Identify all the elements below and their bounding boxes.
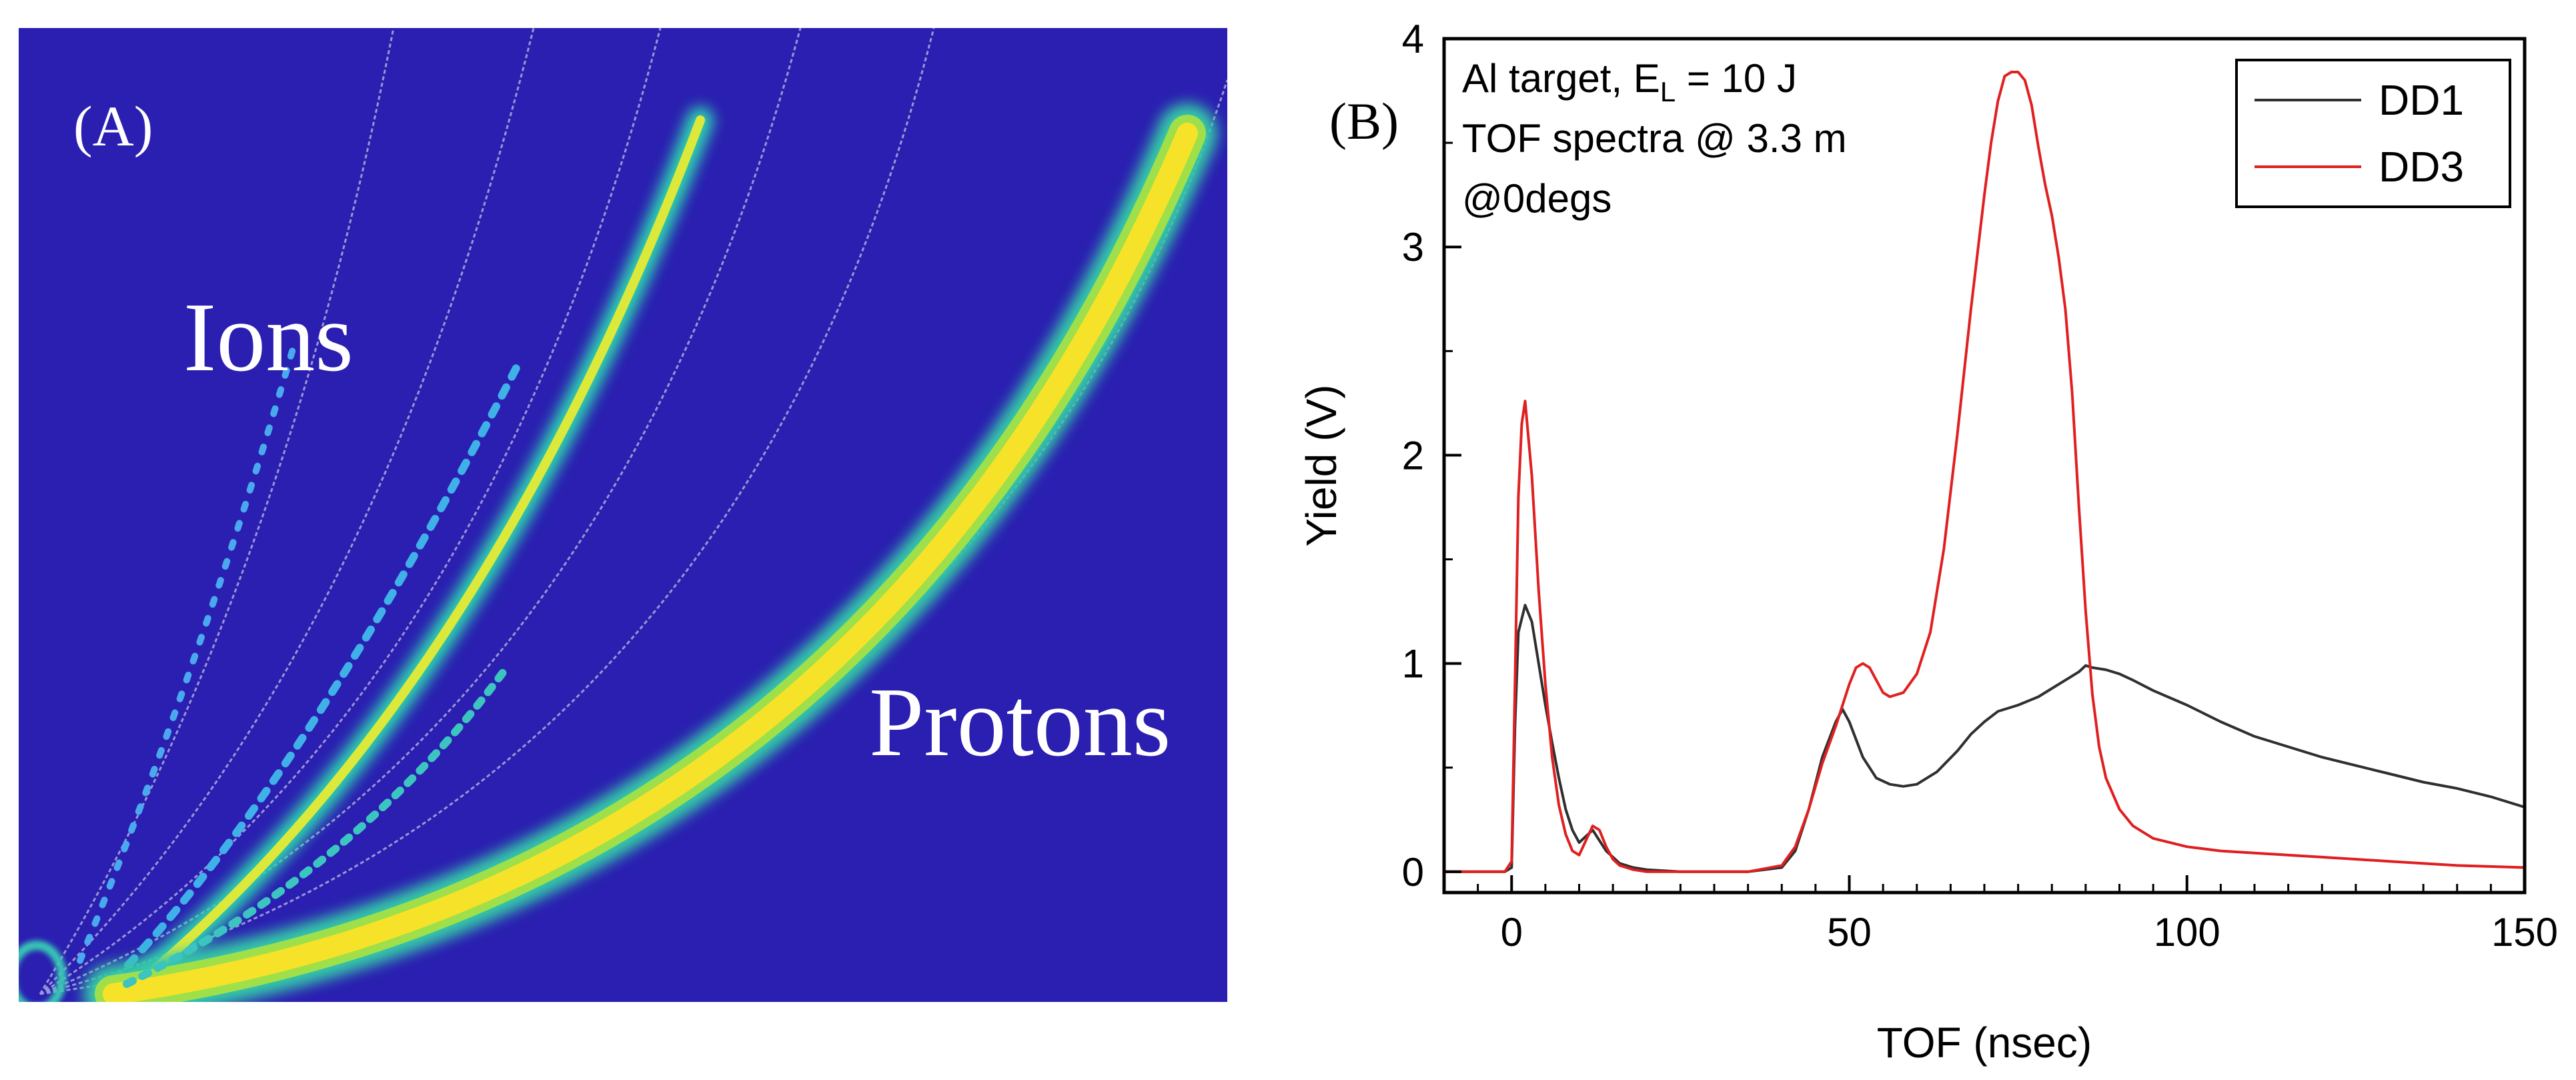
- series-line-dd1: [1444, 604, 2525, 873]
- annotation-line-1: Al target, EL = 10 J: [1462, 56, 1797, 107]
- annotation-line-1-suffix: = 10 J: [1676, 56, 1797, 101]
- x-tick-label: 100: [2154, 910, 2220, 955]
- thomson-parabola-image: (A) Ions Protons: [19, 28, 1227, 1002]
- ion-trace-outer: [77, 344, 297, 964]
- zero-point-spot: [19, 941, 67, 1002]
- x-tick-label: 150: [2491, 910, 2558, 955]
- annotation-line-1-prefix: Al target, E: [1462, 56, 1660, 101]
- ions-label: Ions: [183, 283, 354, 392]
- y-tick-label: 0: [1402, 850, 1424, 895]
- annotation-line-1-sub: L: [1660, 76, 1676, 107]
- series-line-dd3: [1444, 71, 2525, 873]
- y-tick-label: 1: [1402, 642, 1424, 686]
- y-axis-title: Yield (V): [1297, 384, 1345, 546]
- ion-trace-faint: [123, 663, 511, 988]
- annotation-line-3: @0degs: [1462, 176, 1612, 221]
- guide-line-5: [39, 28, 935, 995]
- guide-line-3: [39, 28, 662, 995]
- series-layer: [1444, 71, 2525, 873]
- ion-trace-bright: [129, 115, 705, 992]
- y-tick-label: 4: [1402, 17, 1424, 61]
- legend-label-dd1: DD1: [2379, 76, 2464, 124]
- guide-line-2: [39, 28, 535, 995]
- panel-b-label: (B): [1329, 92, 1399, 150]
- guide-line-1: [39, 28, 395, 995]
- legend: DD1 DD3: [2235, 59, 2511, 208]
- tick-layer: 0 50 100 150 0 1 2 3 4: [1402, 17, 2558, 955]
- proton-trace-core: [103, 123, 1198, 1002]
- annotation-line-2: TOF spectra @ 3.3 m: [1462, 116, 1847, 161]
- x-axis-title: TOF (nsec): [1877, 1019, 2092, 1067]
- y-tick-label: 2: [1402, 433, 1424, 478]
- ion-trace-middle: [109, 356, 524, 985]
- protons-label: Protons: [869, 668, 1171, 777]
- x-tick-label: 0: [1501, 910, 1523, 955]
- panel-a-label: (A): [73, 94, 153, 158]
- detector-image-background: [19, 28, 1227, 1002]
- legend-box: [2235, 59, 2511, 208]
- x-tick-label: 50: [1827, 910, 1872, 955]
- legend-label-dd3: DD3: [2379, 143, 2464, 191]
- y-tick-label: 3: [1402, 225, 1424, 269]
